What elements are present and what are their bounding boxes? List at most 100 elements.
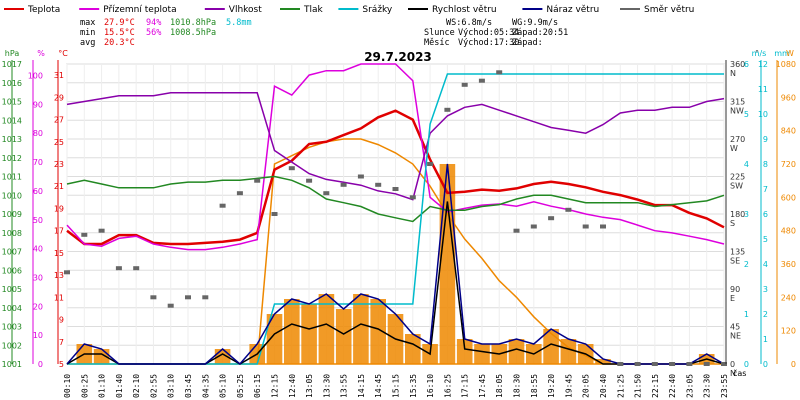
direction-point bbox=[81, 232, 88, 237]
time-tick: 22:40 bbox=[668, 374, 677, 398]
time-axis-label: čas bbox=[733, 368, 746, 378]
temp-tick: 29 bbox=[54, 93, 64, 102]
mm-tick: 3 bbox=[744, 210, 749, 219]
stat-value: 94% bbox=[146, 18, 161, 28]
prizemni-teplota-line bbox=[66, 63, 725, 251]
gust-bar bbox=[560, 339, 577, 364]
wm-tick: 600 bbox=[781, 193, 796, 202]
time-tick: 13:55 bbox=[340, 374, 349, 398]
astro-value: Východ:17:30 bbox=[458, 38, 519, 48]
direction-point bbox=[427, 162, 434, 166]
ms-tick: 7 bbox=[763, 185, 768, 194]
pct-tick: 50 bbox=[33, 216, 43, 225]
time-tick: 19:20 bbox=[547, 374, 556, 398]
wm-tick: 480 bbox=[781, 227, 796, 236]
dir-compass-label: N bbox=[730, 69, 736, 78]
direction-point bbox=[669, 362, 676, 366]
mm-unit: mm bbox=[774, 49, 790, 58]
direction-point bbox=[721, 362, 727, 366]
ms-unit: m/s bbox=[752, 49, 767, 58]
temp-tick: 5 bbox=[59, 360, 64, 369]
dir-tick: 180 bbox=[730, 210, 745, 219]
stat-value: 1008.5hPa bbox=[170, 28, 216, 38]
teplota-line bbox=[66, 109, 725, 246]
astro-value: WS:6.8m/s bbox=[446, 18, 492, 28]
tlak-line bbox=[66, 175, 725, 223]
stat-value: 5.8mm bbox=[226, 18, 252, 28]
hpa-tick: 1001 bbox=[2, 360, 22, 369]
legend: Teplota Přízemní teplota Vlhkost Tlak Srážky… bbox=[4, 5, 694, 15]
direction-point bbox=[98, 228, 105, 233]
gust-bar bbox=[456, 339, 473, 364]
time-tick: 20:05 bbox=[582, 374, 591, 398]
time-tick: 03:10 bbox=[167, 374, 176, 398]
direction-point bbox=[565, 207, 572, 212]
stats-block: max 27.9°C 94% 1010.8hPa 5.8mm min 15.5°C 56% 10… bbox=[80, 18, 568, 48]
pct-tick: 40 bbox=[33, 245, 43, 254]
legend-label-tlak: Tlak bbox=[303, 5, 324, 15]
pct-unit: % bbox=[37, 49, 45, 58]
dir-compass-label: N bbox=[730, 369, 736, 378]
direction-point bbox=[185, 295, 191, 300]
direction-point bbox=[133, 266, 140, 271]
gust-bar bbox=[353, 294, 369, 364]
time-tick: 17:15 bbox=[461, 374, 470, 398]
temp-tick: 7 bbox=[59, 338, 64, 347]
time-tick: 04:35 bbox=[201, 374, 210, 398]
dir-tick: 90 bbox=[730, 285, 740, 294]
dir-compass-label: SE bbox=[730, 257, 740, 266]
direction-point bbox=[600, 224, 606, 229]
temp-tick: 17 bbox=[54, 227, 64, 236]
pct-tick: 0 bbox=[38, 360, 43, 369]
direction-point bbox=[478, 78, 485, 83]
direction-point bbox=[530, 224, 537, 229]
temp-tick: 9 bbox=[59, 316, 64, 325]
pct-tick: 90 bbox=[33, 100, 43, 109]
direction-point bbox=[254, 178, 261, 183]
direction-point bbox=[375, 182, 382, 187]
stat-value: 1010.8hPa bbox=[170, 18, 216, 28]
dir-compass-label: S bbox=[730, 219, 735, 228]
direction-point bbox=[288, 166, 295, 171]
wm-tick: 720 bbox=[781, 160, 796, 169]
gust-bar bbox=[508, 339, 525, 364]
legend-label-vlhkost: Vlhkost bbox=[229, 5, 262, 15]
gust-bar bbox=[284, 299, 300, 364]
gust-bar bbox=[370, 299, 386, 364]
mm-tick: 0 bbox=[744, 360, 749, 369]
direction-point bbox=[496, 70, 503, 75]
time-tick: 01:10 bbox=[98, 374, 107, 398]
time-tick: 12:40 bbox=[288, 374, 297, 398]
ms-tick: 5 bbox=[763, 235, 768, 244]
mm-tick: 5 bbox=[744, 110, 749, 119]
dir-compass-label: E bbox=[730, 294, 735, 303]
pct-tick: 30 bbox=[33, 274, 43, 283]
dir-tick: 315 bbox=[730, 98, 745, 107]
dir-tick: 45 bbox=[730, 323, 740, 332]
ms-tick: 4 bbox=[763, 260, 768, 269]
direction-point bbox=[150, 295, 157, 300]
stat-value: 56% bbox=[146, 28, 161, 38]
wm-tick: 840 bbox=[781, 127, 796, 136]
dir-compass-label: NE bbox=[730, 332, 741, 341]
time-tick: 00:10 bbox=[63, 374, 72, 398]
direction-point bbox=[703, 362, 710, 366]
ms-tick: 3 bbox=[763, 285, 768, 294]
chart-title: 29.7.2023 bbox=[364, 50, 432, 64]
dir-compass-label: NW bbox=[730, 107, 744, 116]
ms-tick: 1 bbox=[763, 335, 768, 344]
time-tick: 12:15 bbox=[271, 374, 280, 398]
gust-bar bbox=[405, 334, 421, 364]
astro-value: Západ:20:51 bbox=[512, 28, 568, 38]
gust-bar bbox=[439, 164, 456, 364]
mm-tick: 4 bbox=[744, 160, 749, 169]
stat-value: min bbox=[80, 28, 95, 38]
direction-point bbox=[617, 362, 624, 366]
dir-compass-label: SW bbox=[730, 182, 743, 191]
dir-compass-label: W bbox=[730, 144, 738, 153]
astro-value: Západ: bbox=[512, 38, 543, 48]
time-tick: 13:05 bbox=[305, 374, 314, 398]
time-tick: 18:05 bbox=[495, 374, 504, 398]
temp-tick: 21 bbox=[54, 182, 64, 191]
